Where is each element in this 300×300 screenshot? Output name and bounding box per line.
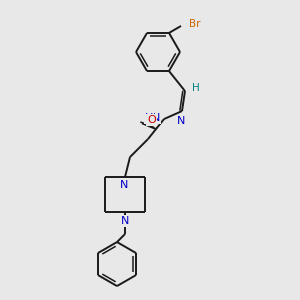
Text: O: O	[147, 115, 156, 125]
Text: N: N	[121, 216, 129, 226]
Text: N: N	[152, 113, 160, 123]
Text: Br: Br	[189, 19, 200, 29]
Text: N: N	[120, 180, 128, 190]
Text: N: N	[177, 116, 185, 126]
Text: H: H	[192, 83, 200, 93]
Text: H: H	[145, 113, 153, 123]
